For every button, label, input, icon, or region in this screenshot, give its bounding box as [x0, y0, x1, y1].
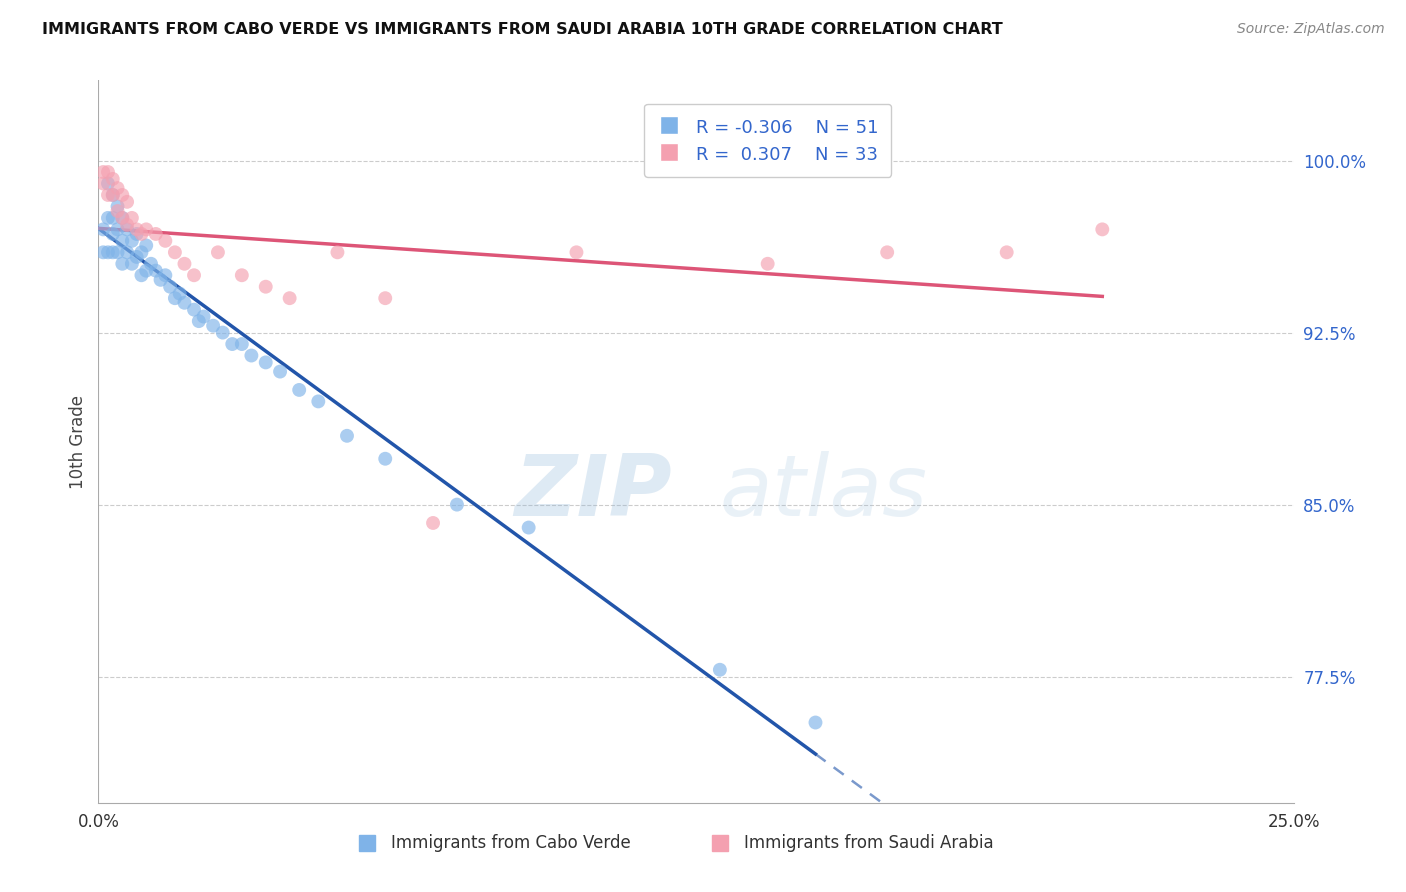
- Point: [202, 318, 225, 333]
- Point: [159, 279, 181, 293]
- Point: [193, 310, 215, 324]
- Point: [173, 295, 195, 310]
- Point: [135, 222, 157, 236]
- Point: [97, 245, 120, 260]
- Point: [1091, 222, 1114, 236]
- Point: [307, 394, 329, 409]
- Point: [91, 165, 114, 179]
- Point: [155, 234, 177, 248]
- Point: [111, 234, 134, 248]
- Point: [91, 245, 114, 260]
- Point: [183, 268, 205, 283]
- Point: [995, 245, 1018, 260]
- Text: Immigrants from Cabo Verde: Immigrants from Cabo Verde: [391, 833, 631, 852]
- Point: [107, 204, 129, 219]
- Legend: R = -0.306    N = 51, R =  0.307    N = 33: R = -0.306 N = 51, R = 0.307 N = 33: [644, 103, 891, 178]
- Point: [111, 257, 134, 271]
- Point: [288, 383, 311, 397]
- Point: [125, 222, 148, 236]
- Point: [135, 238, 157, 252]
- Point: [804, 715, 827, 730]
- Point: [107, 199, 129, 213]
- Point: [565, 245, 588, 260]
- Point: [709, 663, 731, 677]
- Point: [101, 188, 124, 202]
- Point: [121, 257, 143, 271]
- Point: [115, 194, 138, 209]
- Point: [139, 257, 162, 271]
- Point: [97, 188, 120, 202]
- Point: [231, 337, 253, 351]
- Point: [101, 172, 124, 186]
- Point: [187, 314, 209, 328]
- Point: [101, 227, 124, 241]
- Point: [107, 181, 129, 195]
- Point: [207, 245, 229, 260]
- Point: [97, 211, 120, 225]
- Point: [111, 211, 134, 225]
- Text: Source: ZipAtlas.com: Source: ZipAtlas.com: [1237, 22, 1385, 37]
- Point: [145, 263, 167, 277]
- Point: [374, 291, 396, 305]
- Point: [756, 257, 779, 271]
- Point: [278, 291, 301, 305]
- Point: [97, 165, 120, 179]
- Y-axis label: 10th Grade: 10th Grade: [69, 394, 87, 489]
- Point: [517, 520, 540, 534]
- Point: [269, 365, 291, 379]
- Point: [254, 279, 277, 293]
- Point: [149, 273, 172, 287]
- Point: [121, 211, 143, 225]
- Point: [125, 250, 148, 264]
- Point: [135, 263, 157, 277]
- Point: [107, 222, 129, 236]
- Point: [326, 245, 349, 260]
- Point: [336, 429, 359, 443]
- Point: [422, 516, 444, 530]
- Point: [91, 222, 114, 236]
- Point: [240, 349, 263, 363]
- Point: [101, 211, 124, 225]
- Text: ZIP: ZIP: [515, 450, 672, 533]
- Point: [211, 326, 233, 340]
- Point: [221, 337, 243, 351]
- Text: IMMIGRANTS FROM CABO VERDE VS IMMIGRANTS FROM SAUDI ARABIA 10TH GRADE CORRELATIO: IMMIGRANTS FROM CABO VERDE VS IMMIGRANTS…: [42, 22, 1002, 37]
- Text: Immigrants from Saudi Arabia: Immigrants from Saudi Arabia: [744, 833, 994, 852]
- Text: atlas: atlas: [720, 450, 928, 533]
- Point: [131, 227, 153, 241]
- Point: [374, 451, 396, 466]
- Point: [446, 498, 468, 512]
- Point: [101, 245, 124, 260]
- Point: [111, 211, 134, 225]
- Point: [115, 245, 138, 260]
- Point: [131, 268, 153, 283]
- Point: [101, 188, 124, 202]
- Point: [97, 177, 120, 191]
- Point: [231, 268, 253, 283]
- Point: [107, 245, 129, 260]
- Point: [183, 302, 205, 317]
- Point: [169, 286, 191, 301]
- Point: [163, 291, 186, 305]
- Point: [115, 218, 138, 232]
- Point: [91, 177, 114, 191]
- Point: [254, 355, 277, 369]
- Point: [163, 245, 186, 260]
- Point: [173, 257, 195, 271]
- Point: [125, 227, 148, 241]
- Point: [145, 227, 167, 241]
- Point: [115, 222, 138, 236]
- Point: [111, 188, 134, 202]
- Point: [155, 268, 177, 283]
- Point: [876, 245, 898, 260]
- Point: [121, 234, 143, 248]
- Point: [131, 245, 153, 260]
